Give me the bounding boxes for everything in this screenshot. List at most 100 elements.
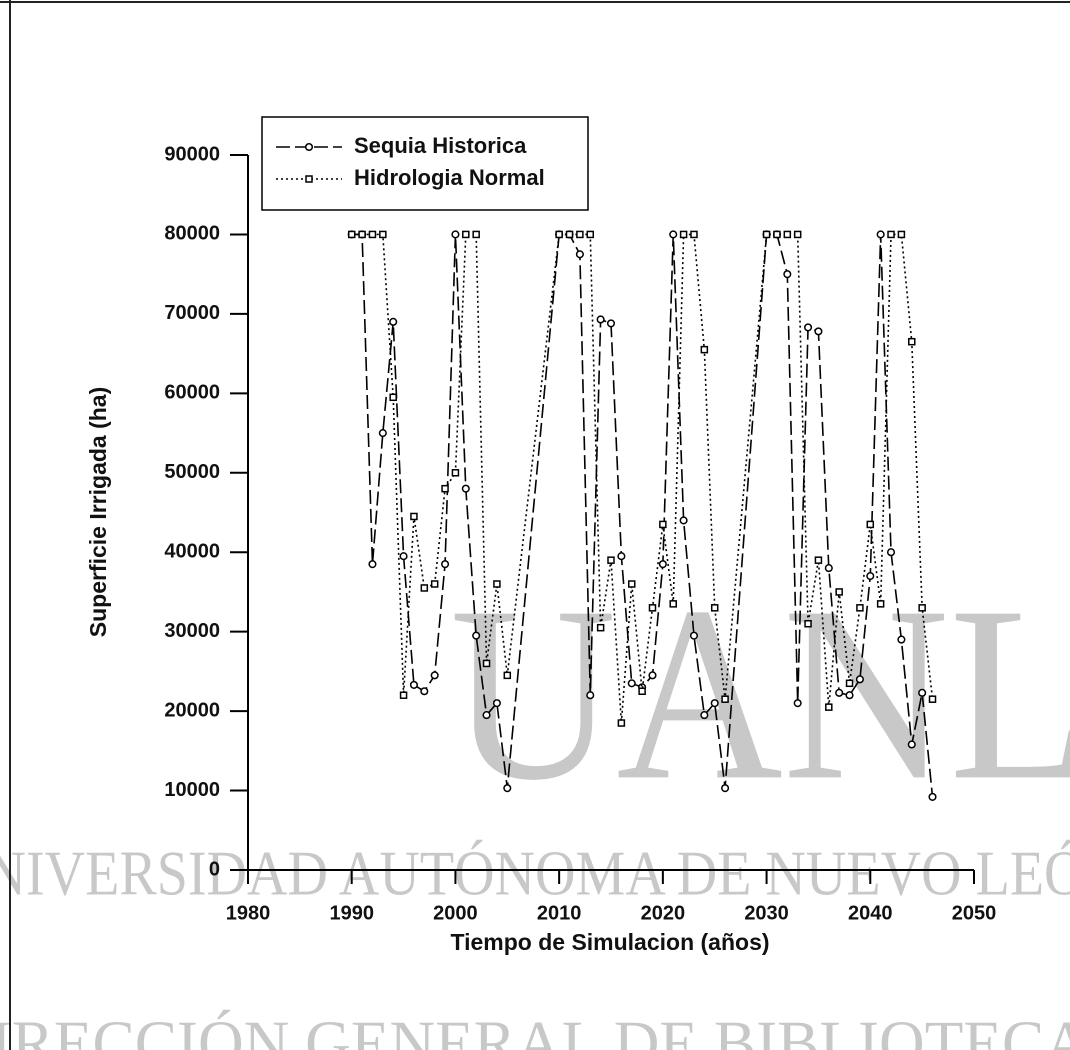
marker <box>886 548 896 557</box>
x-axis-label: Tiempo de Simulacion (años) <box>450 929 769 955</box>
marker <box>503 671 512 680</box>
marker <box>689 631 699 640</box>
legend-label: Sequia Historica <box>354 133 527 158</box>
marker <box>399 691 408 699</box>
marker <box>607 556 615 564</box>
watermark-text: DIRECCIÓN GENERAL DE BIBLIOTECAS <box>0 1008 1070 1050</box>
marker <box>430 671 439 680</box>
y-axis-label: Superficie Irrigada (ha) <box>85 387 111 638</box>
marker <box>876 230 885 239</box>
marker <box>482 711 491 720</box>
marker <box>358 230 366 239</box>
marker <box>825 703 833 711</box>
marker <box>690 230 698 239</box>
marker <box>783 270 792 279</box>
marker <box>814 327 823 336</box>
marker <box>368 560 377 569</box>
marker <box>368 230 377 239</box>
marker <box>347 230 356 239</box>
marker <box>804 323 813 332</box>
marker <box>679 516 688 525</box>
marker <box>659 520 667 529</box>
marker <box>565 230 574 239</box>
x-tick-label: 2040 <box>848 902 893 924</box>
marker <box>503 784 512 793</box>
marker <box>710 604 719 612</box>
marker <box>420 687 429 696</box>
marker <box>928 695 937 703</box>
x-tick-label: 2030 <box>744 902 789 924</box>
marker <box>389 393 397 402</box>
marker <box>679 230 688 239</box>
marker <box>586 691 595 700</box>
marker <box>441 484 449 493</box>
marker <box>399 552 408 561</box>
marker <box>472 631 481 640</box>
marker <box>669 230 678 239</box>
marker <box>627 679 636 688</box>
marker <box>835 688 844 697</box>
y-tick-label: 0 <box>209 858 220 880</box>
x-tick-label: 2000 <box>433 902 478 924</box>
marker <box>710 699 719 708</box>
y-tick-label: 80000 <box>164 223 220 245</box>
marker <box>596 623 605 632</box>
y-tick-label: 40000 <box>164 541 220 563</box>
marker <box>814 556 823 564</box>
marker <box>617 719 626 727</box>
marker <box>907 740 916 749</box>
marker <box>606 319 616 328</box>
marker <box>493 580 501 588</box>
marker <box>855 675 864 684</box>
y-tick-label: 30000 <box>164 620 220 642</box>
marker <box>658 560 667 569</box>
marker <box>908 337 916 346</box>
marker <box>918 604 926 612</box>
x-tick-label: 2050 <box>952 902 997 924</box>
marker <box>472 230 480 239</box>
marker <box>856 604 864 612</box>
marker <box>576 230 584 239</box>
marker <box>887 230 895 239</box>
y-tick-label: 50000 <box>164 461 220 483</box>
marker <box>876 600 885 608</box>
marker <box>596 315 605 324</box>
marker <box>783 230 792 239</box>
marker <box>835 588 843 596</box>
y-tick-label: 20000 <box>164 699 220 721</box>
x-tick-label: 2020 <box>641 902 686 924</box>
x-tick-label: 1990 <box>329 902 374 924</box>
marker <box>389 317 398 326</box>
series-line <box>351 233 934 797</box>
marker <box>648 604 657 612</box>
marker <box>462 230 470 239</box>
marker <box>410 512 418 521</box>
marker <box>824 564 833 573</box>
marker <box>918 688 927 697</box>
series-line <box>351 233 934 724</box>
marker <box>648 671 657 680</box>
marker <box>378 429 387 438</box>
legend-marker <box>305 175 313 183</box>
marker <box>845 679 854 688</box>
marker <box>638 687 646 695</box>
watermark-text: UANL <box>450 555 1070 832</box>
marker <box>928 792 937 801</box>
marker <box>866 572 875 581</box>
marker <box>721 784 730 793</box>
y-tick-label: 90000 <box>164 143 220 165</box>
marker <box>897 230 906 239</box>
marker <box>430 580 439 588</box>
marker <box>762 230 771 239</box>
marker <box>617 552 626 561</box>
legend-box <box>261 116 589 211</box>
marker <box>866 520 875 529</box>
marker <box>721 695 729 703</box>
x-tick-label: 2010 <box>537 902 582 924</box>
marker <box>555 230 563 239</box>
marker <box>451 230 460 239</box>
marker <box>804 619 812 628</box>
